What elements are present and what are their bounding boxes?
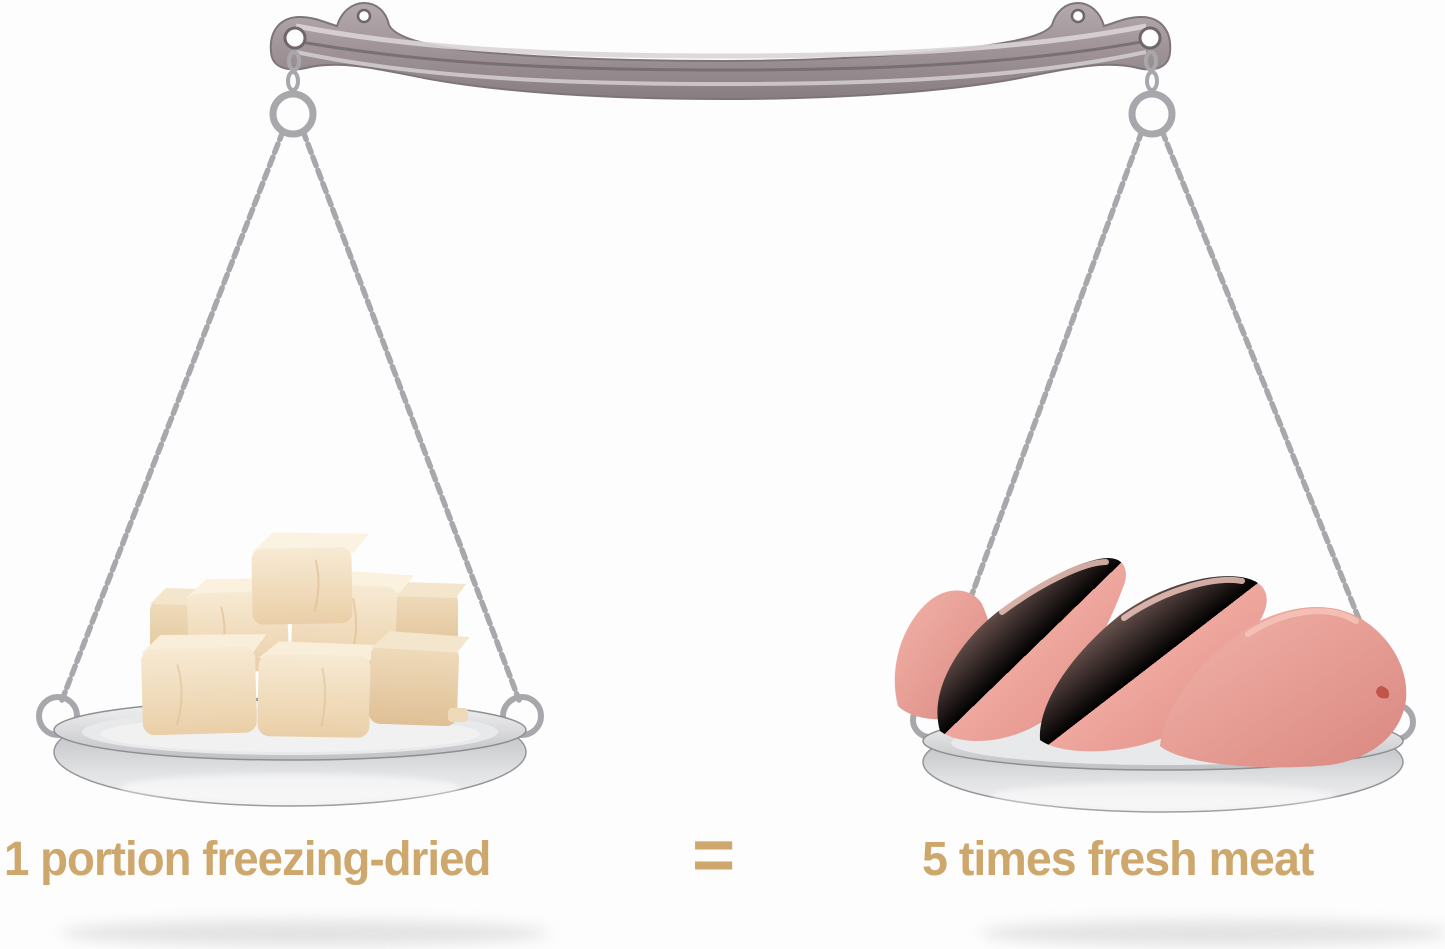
cube xyxy=(140,634,267,736)
beam-left-ear-hole xyxy=(356,8,372,24)
cube xyxy=(251,532,370,625)
right-pan-label: 5 times fresh meat xyxy=(922,833,1314,886)
right-hanger-ring xyxy=(1128,90,1176,138)
beam-right-eye xyxy=(1138,26,1162,50)
meat-fillet xyxy=(1039,576,1267,752)
balance-beam xyxy=(269,1,1172,101)
cube-crumb xyxy=(448,708,468,722)
meat-slices xyxy=(894,558,1407,768)
left-pan-label: 1 portion freezing-dried xyxy=(4,833,491,886)
meat-blood-spot xyxy=(1376,686,1390,699)
cube xyxy=(369,631,470,727)
cube xyxy=(257,641,383,738)
freeze-dried-cubes xyxy=(140,532,470,738)
meat-fillet xyxy=(937,558,1126,742)
meat-fillet xyxy=(1160,606,1407,768)
floor-shadows xyxy=(60,920,1445,946)
left-suspension-chains xyxy=(36,50,544,738)
left-hanger-ring xyxy=(269,90,317,138)
beam-right-ear-hole xyxy=(1070,8,1086,24)
beam-left-eye xyxy=(283,26,307,50)
equals-sign: = xyxy=(692,813,736,896)
beam-bar xyxy=(269,1,1172,101)
